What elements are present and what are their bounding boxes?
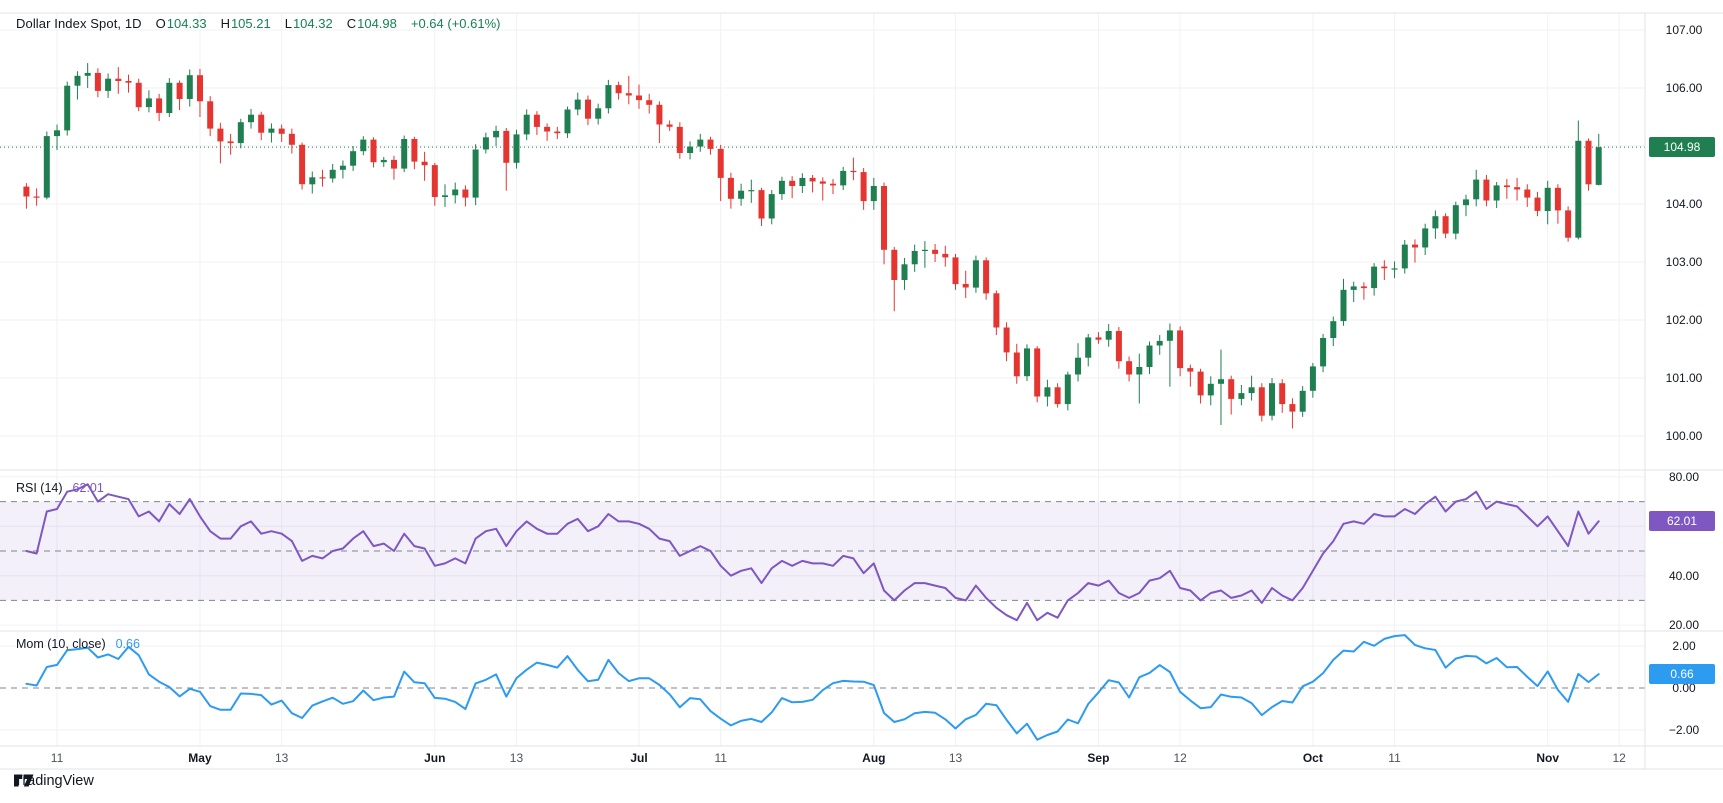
time-tick-day-label: 13	[274, 751, 289, 765]
time-tick-month-label: Aug	[862, 751, 886, 765]
rsi-value: 62.01	[72, 481, 104, 495]
mom-tick-label: 0.00	[1672, 681, 1696, 695]
price-tick-label: 103.00	[1665, 255, 1703, 269]
price-tick-label: 106.00	[1665, 81, 1703, 95]
ohlc-low: L 104.32	[284, 16, 333, 31]
time-tick-day-label: 12	[1173, 751, 1187, 765]
rsi-tick-label: 20.00	[1668, 618, 1700, 633]
ohlc-close: C 104.98	[346, 16, 397, 31]
time-tick-month-label: Sep	[1087, 751, 1110, 765]
price-tick-label: 107.00	[1665, 23, 1703, 37]
mom-value: 0.66	[115, 637, 140, 651]
time-tick-day-label: 13	[948, 751, 963, 765]
price-axis[interactable]: 107.00 106.00 104.00 103.00 102.00 101.00 100.…	[1645, 13, 1723, 769]
rsi-value-badge: 62.01	[1649, 511, 1715, 532]
mom-value-badge: 0.66	[1649, 664, 1715, 685]
time-tick-day-label: 11	[714, 751, 727, 765]
last-price-badge: 104.98	[1649, 137, 1715, 158]
ohlc-high: H 105.21	[220, 16, 271, 31]
tradingview-brand-text: TradingView	[14, 773, 94, 789]
rsi-legend[interactable]: RSI (14) 62.01	[16, 481, 104, 495]
mom-tick-label: −2.00	[1668, 723, 1700, 737]
time-tick-month-label: May	[188, 751, 212, 765]
price-tick-label: 100.00	[1665, 429, 1703, 443]
time-tick-month-label: Oct	[1302, 751, 1323, 765]
time-tick-month-label: Jul	[630, 751, 648, 765]
time-tick-day-label: 12	[1612, 751, 1626, 765]
time-tick-month-label: Jun	[424, 751, 446, 765]
symbol-title: Dollar Index Spot, 1D	[16, 16, 142, 31]
rsi-label: RSI (14)	[16, 481, 63, 495]
mom-legend[interactable]: Mom (10, close) 0.66	[16, 637, 140, 651]
time-tick-day-label: 11	[1388, 751, 1401, 765]
ohlc-open: O 104.33	[155, 16, 207, 31]
mom-label: Mom (10, close)	[16, 637, 106, 651]
rsi-tick-label: 80.00	[1668, 469, 1700, 484]
price-tick-label: 101.00	[1665, 371, 1703, 385]
rsi-tick-label: 40.00	[1668, 568, 1700, 583]
mom-tick-label: 2.00	[1672, 639, 1696, 653]
price-tick-label: 104.00	[1665, 197, 1703, 211]
time-tick-month-label: Nov	[1536, 751, 1560, 765]
time-tick-day-label: 11	[50, 751, 64, 765]
tradingview-mark-icon	[14, 774, 34, 787]
change-value: +0.64 (+0.61%)	[410, 16, 501, 31]
price-tick-label: 102.00	[1665, 313, 1703, 327]
time-tick-day-label: 13	[509, 751, 524, 765]
tradingview-logo[interactable]: TradingView	[14, 773, 94, 789]
